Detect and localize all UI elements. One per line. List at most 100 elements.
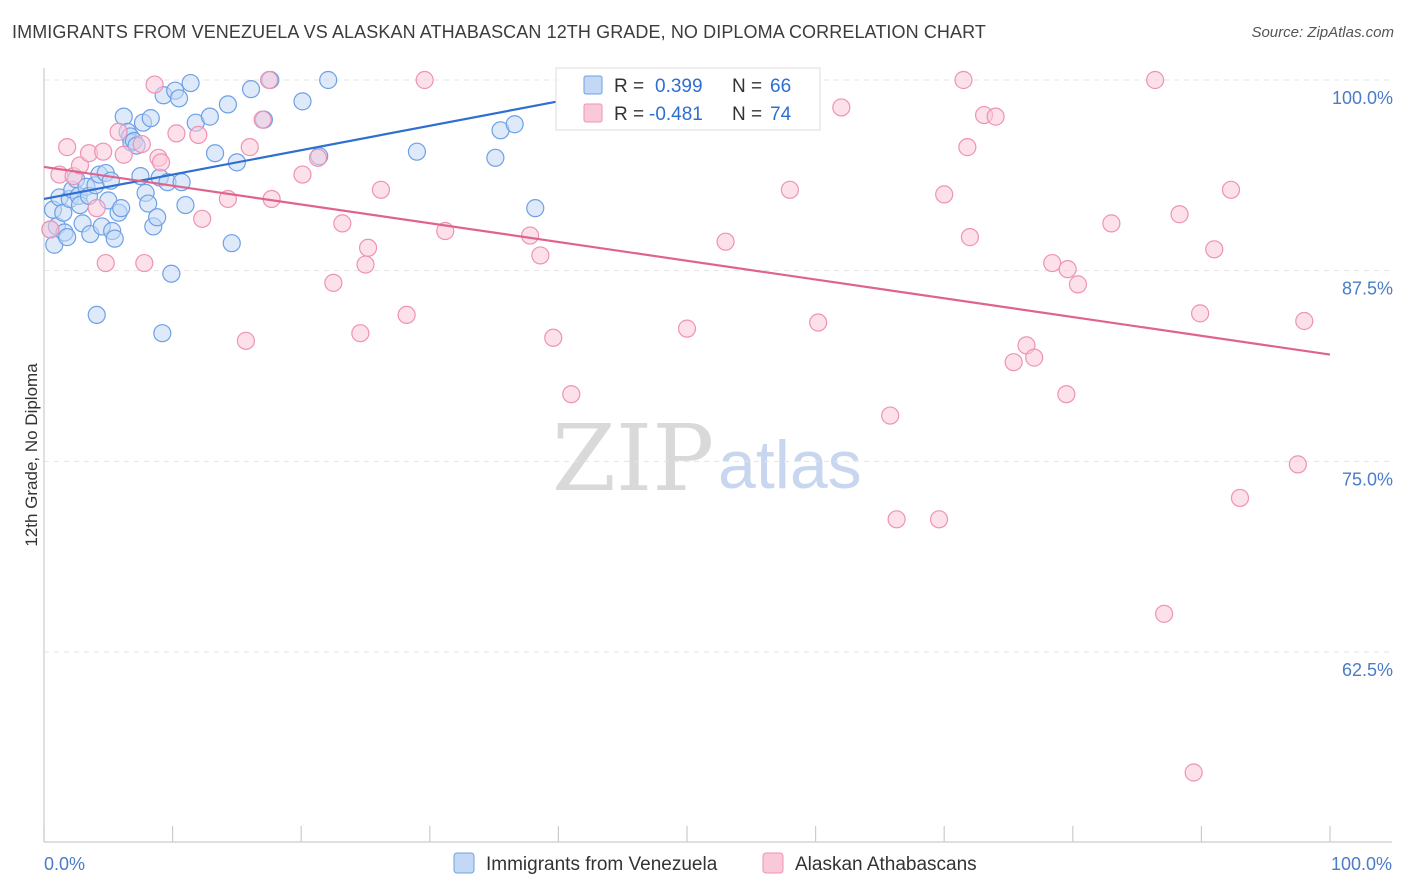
data-point-s1-0 [41,220,60,239]
data-point-s1-47 [929,510,949,529]
data-point-s1-2 [58,138,77,157]
data-point-s0-64 [486,148,505,167]
data-point-s1-17 [189,125,208,145]
data-point-s1-7 [94,142,113,161]
trend-lines [43,100,1331,356]
y-axis-label: 12th Grade, No Diploma [22,363,41,547]
data-point-s1-25 [293,165,312,184]
data-point-s1-32 [371,180,391,199]
trend-line-s0 [43,100,559,201]
data-point-s0-49 [176,195,195,215]
y-tick-label-1: 87.5% [1342,279,1393,299]
data-point-s1-20 [236,331,256,350]
legend-n-label-1: N = [732,104,762,125]
data-point-s0-66 [505,115,524,134]
data-point-s1-36 [521,226,540,245]
data-point-s0-50 [181,73,200,93]
series-legend: Immigrants from Venezuela Alaskan Athaba… [453,852,977,875]
data-point-s1-22 [253,110,272,129]
data-point-s1-65 [1184,763,1203,782]
legend-r-label-1: R = [614,104,644,125]
data-point-s1-33 [397,305,416,325]
data-point-s1-18 [193,209,212,228]
data-point-s0-63 [407,142,427,161]
legend-n-value-0: 66 [770,76,791,97]
data-point-s0-40 [148,208,167,227]
data-point-s1-8 [96,253,115,273]
data-point-s0-18 [87,305,106,325]
data-point-s1-58 [1057,385,1076,404]
x-tick-label-left: 0.0% [44,854,85,874]
data-point-s0-53 [205,144,225,163]
data-point-s1-63 [1155,604,1174,623]
data-point-s1-62 [1146,70,1165,90]
bottom-legend-swatch-athabascan [762,852,784,874]
data-point-s1-13 [145,75,164,94]
legend-swatch-athabascan [583,103,603,123]
data-point-s0-52 [200,107,219,126]
data-point-s1-9 [109,122,128,141]
data-point-s0-26 [105,229,124,248]
x-axis-ticks [43,826,1331,842]
legend-n-label-0: N = [732,76,762,97]
y-tick-label-2: 75.0% [1342,469,1393,489]
x-tick-label-right: 100.0% [1331,854,1392,874]
data-point-s1-21 [240,138,259,157]
data-point-s0-57 [241,80,261,99]
data-point-s1-70 [1288,455,1307,474]
legend-r-label-0: R = [614,76,644,97]
bottom-legend-swatch-venezuela [453,852,475,874]
data-point-s0-67 [526,199,545,218]
data-point-s1-67 [1205,240,1224,259]
data-point-s0-38 [141,109,160,128]
legend-r-value-0: 0.399 [655,76,703,97]
data-point-s1-44 [832,98,851,117]
data-point-s1-71 [1295,311,1314,331]
data-point-s0-27 [112,199,131,218]
y-tick-label-0: 100.0% [1332,88,1393,108]
bottom-legend-label-venezuela: Immigrants from Venezuela [486,854,718,875]
data-point-s1-68 [1221,180,1241,199]
chart-title: IMMIGRANTS FROM VENEZUELA VS ALASKAN ATH… [12,22,986,42]
data-point-s0-7 [58,228,77,247]
data-point-s1-69 [1230,488,1250,508]
data-point-s1-51 [960,228,980,247]
data-point-s1-56 [1025,348,1044,367]
data-point-s1-37 [531,246,550,265]
data-point-s0-42 [153,324,172,343]
data-point-s1-59 [1058,260,1077,279]
data-point-s1-26 [308,148,328,167]
data-point-s0-55 [222,234,241,253]
legend-swatch-venezuela [583,75,603,95]
y-axis-tick-labels: 100.0% 87.5% 75.0% 62.5% [1332,88,1393,680]
chart-source: Source: ZipAtlas.com [1251,24,1394,41]
data-point-s1-60 [1068,275,1088,294]
data-point-s1-42 [780,180,799,199]
data-point-s1-27 [324,273,343,292]
data-point-s1-11 [132,134,151,154]
data-point-s1-40 [677,319,697,338]
data-point-s1-30 [356,255,375,274]
data-point-s1-57 [1043,253,1062,273]
data-point-s0-45 [162,264,181,283]
data-point-s1-34 [415,70,434,90]
data-point-s1-39 [562,385,581,404]
series-venezuela-points [41,70,545,343]
legend-n-value-1: 74 [770,104,792,125]
data-point-s1-45 [881,406,900,425]
data-point-s1-16 [167,124,186,143]
data-point-s1-28 [333,214,352,233]
watermark-atlas: atlas [718,427,862,503]
data-point-s0-47 [169,89,189,108]
data-point-s1-4 [70,156,90,175]
data-point-s1-43 [809,313,828,332]
stats-legend: R = 0.399 N = 66 R = -0.481 N = 74 [555,67,821,131]
data-point-s0-62 [319,70,338,90]
data-point-s1-10 [114,145,133,164]
data-point-s1-66 [1191,304,1210,323]
data-point-s1-29 [351,324,370,343]
data-point-s1-50 [958,138,977,157]
data-point-s1-54 [1004,353,1023,372]
data-point-s1-61 [1102,214,1121,233]
